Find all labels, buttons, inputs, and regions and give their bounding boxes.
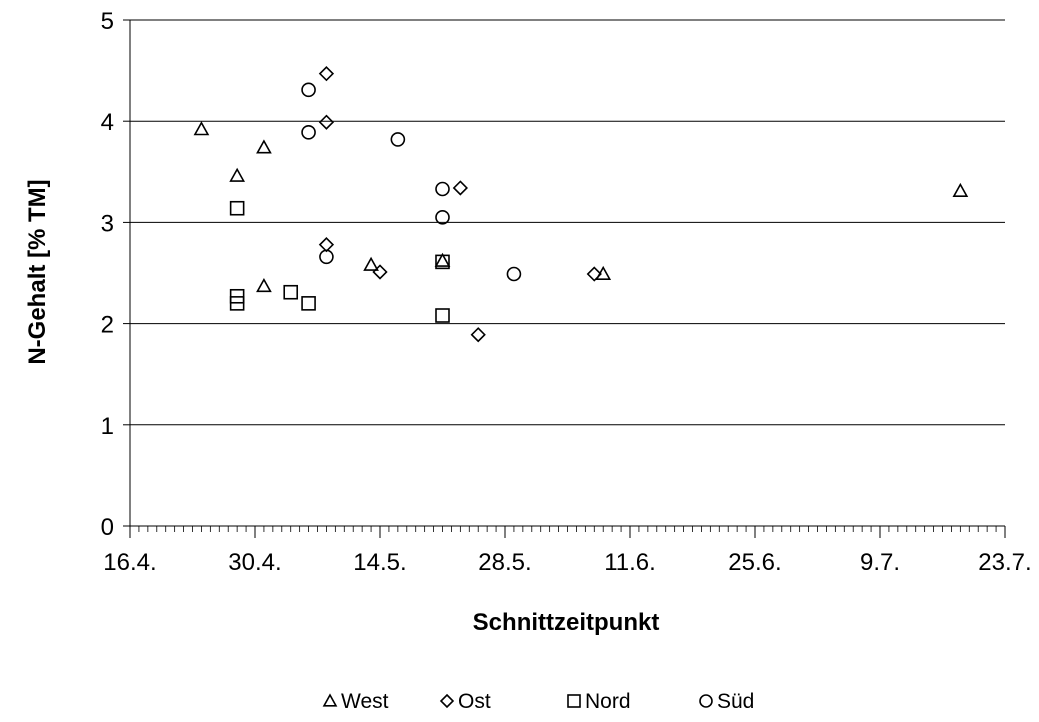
point-west: [363, 256, 379, 271]
point-ost: [318, 237, 335, 253]
x-tick-label: 9.7.: [860, 549, 900, 576]
x-tick-label: 30.4.: [228, 549, 281, 576]
gridlines: [130, 19, 1005, 426]
y-tick-label: 2: [101, 312, 114, 339]
y-tick-label: 0: [101, 514, 114, 541]
x-axis-ticks: 16.4. 30.4. 14.5. 28.5. 11.6. 25.6. 9.7. 23.7.: [103, 526, 1032, 576]
point-ost: [470, 327, 486, 343]
y-tick-label: 5: [101, 8, 114, 35]
legend-label-west: West: [341, 690, 389, 713]
point-nord: [229, 200, 245, 216]
y-tick-label: 4: [101, 109, 114, 136]
point-ost: [586, 266, 602, 282]
point-west: [434, 252, 451, 267]
point-süd: [435, 181, 450, 197]
legend-marker-süd: [699, 694, 713, 708]
point-ost: [318, 66, 335, 82]
x-tick-label: 16.4.: [103, 549, 156, 576]
point-ost: [372, 264, 388, 280]
point-süd: [301, 82, 316, 98]
point-nord: [435, 308, 450, 323]
x-tick-label: 28.5.: [478, 549, 531, 576]
y-axis-ticks: 0 1 2 3 4 5: [101, 8, 130, 541]
point-süd: [301, 125, 316, 140]
point-süd: [506, 266, 522, 282]
data-points: [193, 66, 969, 343]
x-tick-label: 14.5.: [353, 549, 406, 576]
y-tick-label: 1: [101, 413, 114, 440]
y-axis-title: N-Gehalt [% TM]: [24, 179, 51, 364]
point-ost: [452, 180, 468, 196]
legend: West Ost Nord Süd: [322, 690, 754, 713]
point-süd: [319, 249, 334, 265]
point-nord: [283, 284, 299, 300]
legend-marker-nord: [567, 694, 581, 708]
axes: [129, 20, 1005, 527]
point-süd: [435, 210, 450, 225]
point-west: [193, 121, 210, 136]
point-süd: [390, 132, 406, 147]
point-ost: [318, 114, 335, 130]
x-axis-title: Schnittzeitpunkt: [473, 609, 660, 636]
x-tick-label: 11.6.: [604, 549, 656, 576]
legend-marker-ost: [439, 693, 455, 709]
point-west: [256, 139, 272, 154]
point-nord: [301, 296, 316, 311]
x-tick-label: 25.6.: [728, 549, 781, 576]
point-west: [229, 167, 246, 182]
point-nord: [229, 296, 245, 311]
legend-label-süd: Süd: [717, 690, 754, 713]
legend-label-ost: Ost: [458, 690, 491, 713]
x-tick-label: 23.7.: [978, 549, 1031, 576]
legend-label-nord: Nord: [585, 690, 631, 713]
point-west: [595, 265, 612, 281]
legend-marker-west: [322, 693, 338, 707]
point-nord: [435, 254, 450, 270]
point-west: [952, 182, 969, 198]
point-west: [256, 278, 272, 293]
y-tick-label: 3: [101, 210, 114, 237]
